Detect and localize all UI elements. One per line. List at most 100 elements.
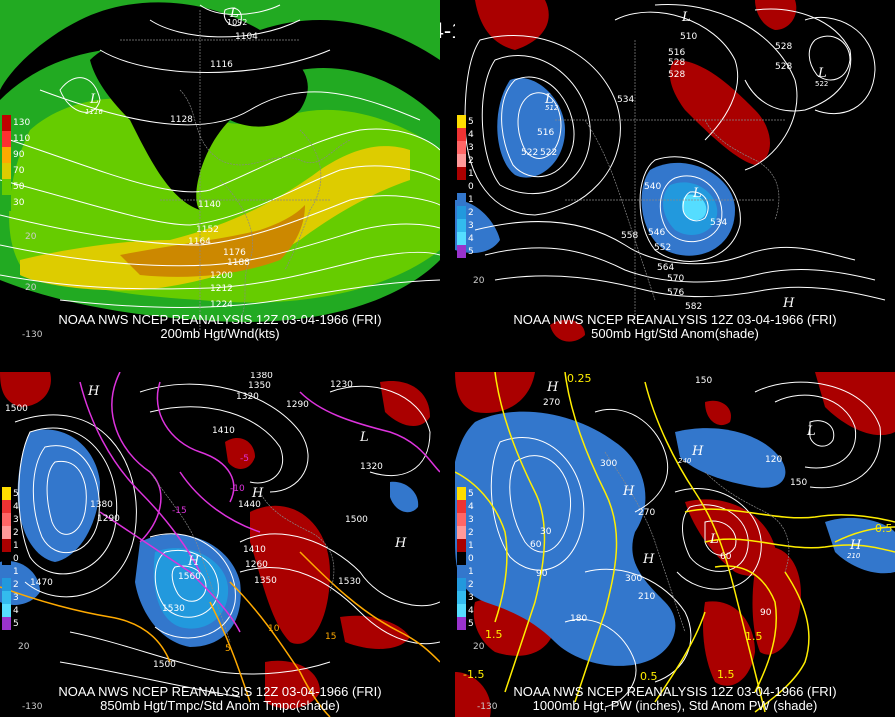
panel-500mb: 5 4 3 2 1 0 1 2 3 4 5 510 516 522 528 53… — [455, 0, 895, 345]
legend-swatch — [457, 500, 466, 513]
low-marker: L — [682, 10, 691, 25]
contour-label: 1530 — [162, 604, 185, 614]
legend-label: 2 — [468, 207, 474, 218]
contour-label: 516 — [537, 128, 555, 138]
legend-swatch — [2, 578, 11, 591]
contour-label: 528 — [668, 70, 686, 80]
contour-label: 546 — [648, 228, 666, 238]
legend-label: 4 — [468, 501, 474, 512]
contour-label: 270 — [543, 398, 561, 408]
legend-swatch — [2, 513, 11, 526]
legend-label: 3 — [468, 220, 474, 231]
legend-label: 1 — [468, 540, 474, 551]
legend-label: 5 — [13, 618, 19, 629]
legend-label: 5 — [468, 116, 474, 127]
legend-label: 0 — [468, 553, 474, 564]
contour-label: 30 — [540, 527, 552, 537]
contour-label: 240 — [678, 457, 692, 465]
caption-line2: 1000mb Hgt, PW (inches), Std Anom PW (sh… — [532, 698, 818, 713]
contour-label: 1440 — [238, 500, 261, 510]
legend-swatch — [457, 154, 466, 167]
contour-label: 540 — [644, 182, 662, 192]
legend-swatch — [457, 206, 466, 219]
contour-label: 270 — [638, 508, 656, 518]
contour-label: 1212 — [210, 284, 233, 294]
pw-label: 1.5 — [717, 668, 735, 681]
legend-anomaly: 5 4 3 2 1 0 1 2 3 4 5 — [457, 487, 474, 630]
low-marker: L — [90, 92, 99, 107]
contour-label: 210 — [847, 552, 861, 560]
contour-label: 1290 — [286, 400, 309, 410]
high-marker: H — [850, 538, 862, 553]
low-marker: L — [693, 186, 702, 201]
legend-swatch — [457, 232, 466, 245]
caption-line1: NOAA NWS NCEP REANALYSIS 12Z 03-04-1966 … — [58, 312, 382, 327]
contour-label: 1230 — [330, 380, 353, 390]
caption-line2: 850mb Hgt/Tmpc/Std Anom Tmpc(shade) — [100, 698, 340, 713]
contour-label: 522 — [521, 148, 539, 158]
contour-label: 1176 — [223, 248, 246, 258]
legend-label: 2 — [468, 155, 474, 166]
legend-swatch — [2, 147, 11, 163]
map-850mb — [0, 372, 440, 717]
legend-label: 5 — [13, 488, 19, 499]
legend-label: 4 — [468, 129, 474, 140]
legend-swatch — [457, 565, 466, 578]
legend-swatch — [457, 115, 466, 128]
legend-swatch — [457, 552, 466, 565]
legend-label: 4 — [468, 605, 474, 616]
legend-label: 70 — [13, 166, 25, 176]
pw-label: -1.5 — [463, 668, 485, 681]
contour-label: 1500 — [5, 404, 28, 414]
legend-label: 1 — [13, 566, 19, 577]
contour-label: 120 — [765, 455, 783, 465]
contour-label: 534 — [710, 218, 728, 228]
legend-label: 5 — [468, 488, 474, 499]
contour-label: 1116 — [210, 60, 233, 70]
legend-label: 2 — [13, 527, 19, 538]
high-marker: H — [88, 384, 100, 399]
legend-label: 4 — [13, 605, 19, 616]
legend-label: 3 — [468, 592, 474, 603]
legend-swatch — [2, 526, 11, 539]
pw-label: 1.5 — [485, 628, 503, 641]
legend-swatch — [457, 167, 466, 180]
contour-label: 1260 — [245, 560, 268, 570]
isotherm-label: -10 — [230, 484, 245, 494]
isotherm-label: 15 — [325, 632, 337, 642]
contour-label: 1320 — [236, 392, 259, 402]
contour-label: 1128 — [170, 115, 193, 125]
high-marker: H — [692, 444, 704, 459]
legend-label: 1 — [468, 168, 474, 179]
legend-swatch — [457, 219, 466, 232]
isotherm-label: 10 — [268, 624, 280, 634]
contour-label: 558 — [621, 231, 639, 241]
pw-label: 0.5 — [875, 522, 893, 535]
legend-swatch — [2, 617, 11, 630]
map-500mb — [455, 0, 895, 345]
contour-label: 516 — [668, 48, 686, 58]
high-marker: H — [252, 486, 264, 501]
legend-label: 2 — [13, 579, 19, 590]
contour-label: 1092 — [227, 18, 248, 27]
legend-wind: 130 110 90 70 50 30 — [2, 115, 30, 211]
legend-label: 3 — [468, 142, 474, 153]
contour-label: 60 — [530, 540, 542, 550]
pw-label: 1.5 — [745, 630, 763, 643]
legend-label: 0 — [468, 181, 474, 192]
legend-anomaly: 5 4 3 2 1 0 1 2 3 4 5 — [2, 487, 19, 630]
contour-label: 1140 — [198, 200, 221, 210]
contour-label: 150 — [790, 478, 808, 488]
panel-1000mb: 5 4 3 2 1 0 1 2 3 4 5 0.25 270 150 300 3… — [455, 372, 895, 717]
legend-swatch — [457, 128, 466, 141]
caption-line2: 200mb Hgt/Wnd(kts) — [160, 326, 280, 341]
contour-label: 1290 — [97, 514, 120, 524]
low-value: 1116 — [85, 108, 103, 116]
legend-swatch — [2, 552, 11, 565]
contour-label: 1500 — [153, 660, 176, 670]
contour-label: 528 — [775, 42, 793, 52]
latitude-label: 20 — [25, 283, 37, 293]
latitude-label: 20 — [473, 642, 485, 652]
contour-label: 300 — [600, 459, 618, 469]
legend-label: 2 — [468, 579, 474, 590]
